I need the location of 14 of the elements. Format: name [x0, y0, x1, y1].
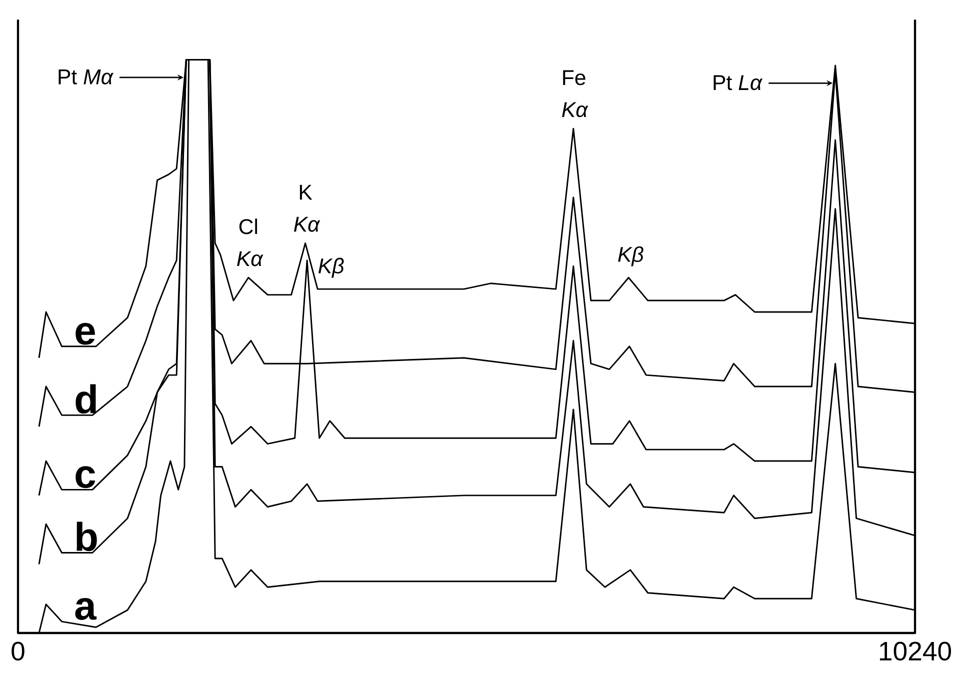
series-label: b — [76, 522, 97, 552]
x-tick-label: 10240 — [880, 642, 952, 661]
annotation: Fe Kα — [562, 70, 588, 118]
series-label: d — [76, 384, 96, 414]
annotation: Cl Kα — [237, 218, 264, 266]
annotation: Kβ — [618, 246, 644, 266]
series-label: e — [76, 322, 95, 345]
annotation: Pt Mα — [58, 70, 114, 84]
series-label: c — [76, 466, 96, 488]
x-tick-label: 0 — [12, 642, 24, 661]
annotation: Pt Lα — [714, 75, 763, 90]
annotation: K Kα — [294, 184, 320, 232]
series-label: a — [75, 598, 97, 620]
annotation: Kβ — [318, 258, 344, 278]
